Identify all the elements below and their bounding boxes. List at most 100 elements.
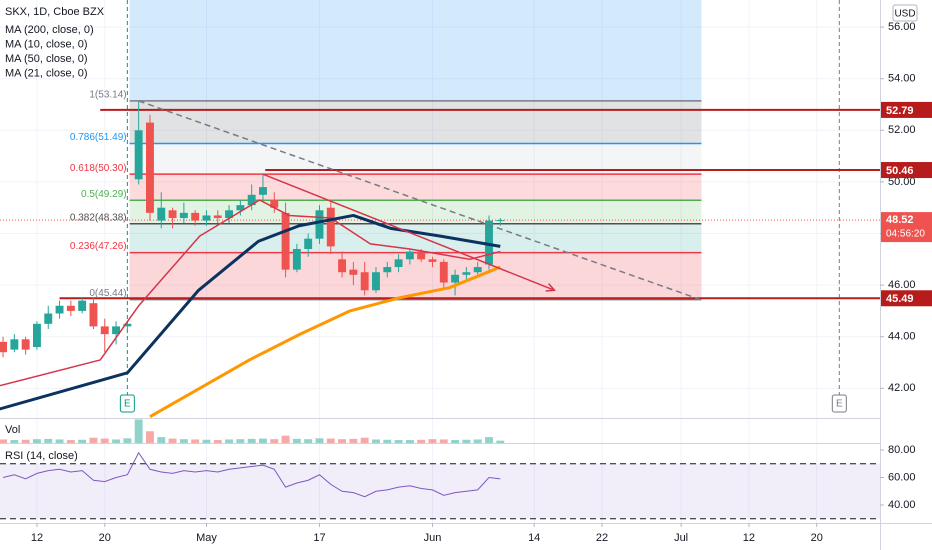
- x-tick-label: 22: [596, 532, 608, 544]
- rsi-title: RSI (14, close): [5, 450, 78, 462]
- fib-label: 1(53.14): [89, 90, 126, 101]
- price-tag-label: 50.46: [886, 165, 914, 177]
- y-tick-label: 42.00: [888, 382, 916, 394]
- rsi-line: [2, 451, 501, 498]
- y-tick-label: 52.00: [888, 124, 916, 136]
- volume-bar: [78, 439, 87, 443]
- volume-bar: [485, 437, 493, 443]
- volume-bar: [225, 439, 234, 443]
- moving-average: [0, 199, 501, 387]
- legend-entry: MA (21, close, 0): [5, 67, 88, 79]
- volume-bar: [21, 439, 30, 443]
- candle-body: [451, 274, 460, 283]
- x-tick-label: 20: [99, 532, 111, 544]
- moving-average: [149, 265, 501, 419]
- candle-body: [44, 313, 53, 324]
- candle-body: [191, 212, 200, 221]
- x-tick-label: 12: [743, 532, 755, 544]
- symbol-title: SKX, 1D, Cboe BZX: [5, 6, 105, 18]
- candle-body: [462, 272, 471, 275]
- fib-band: [129, 174, 702, 201]
- x-tick-label: 17: [313, 532, 325, 544]
- candle-body: [0, 341, 8, 353]
- rsi-tick-label: 80.00: [888, 444, 916, 456]
- fib-band: [129, 223, 702, 253]
- candle-body: [315, 210, 324, 239]
- volume-bar: [123, 438, 132, 443]
- fib-label: 0.236(47.26): [70, 241, 127, 252]
- fib-label: 0(45.44): [89, 288, 126, 299]
- date-range: [129, 0, 702, 101]
- volume-bar: [146, 431, 154, 443]
- price-tag-label: 45.49: [886, 293, 914, 305]
- candle-body: [281, 212, 290, 270]
- volume-bar: [292, 438, 301, 443]
- volume-bar: [247, 438, 256, 443]
- legend-entry: MA (50, close, 0): [5, 53, 88, 65]
- trend-line: [262, 173, 555, 290]
- y-tick-label: 46.00: [888, 279, 916, 291]
- candle-body: [473, 267, 482, 273]
- last-price-tag: [881, 212, 932, 243]
- candle-body: [78, 300, 87, 311]
- candle-body: [259, 187, 267, 195]
- candle-body: [236, 205, 245, 211]
- volume-bar: [213, 440, 222, 443]
- candle-body: [168, 210, 177, 219]
- fib-label: 0.382(48.38): [70, 212, 127, 223]
- candle-body: [304, 238, 313, 249]
- volume-bar: [428, 439, 437, 443]
- price-tag: [881, 290, 932, 307]
- x-tick-label: 20: [811, 532, 823, 544]
- candle-body: [179, 212, 188, 219]
- volume-bar: [157, 437, 166, 443]
- volume-bar: [405, 440, 414, 443]
- candle-body: [270, 199, 279, 208]
- x-tick-label: 12: [31, 532, 43, 544]
- volume-bar: [360, 437, 369, 443]
- volume-bar: [326, 438, 335, 443]
- event-marker: [119, 394, 135, 413]
- candle-body: [360, 272, 369, 291]
- volume-bar: [89, 437, 98, 443]
- rsi-tick-label: 60.00: [888, 471, 916, 483]
- volume-bar: [179, 439, 188, 443]
- volume-bar: [0, 439, 8, 443]
- candle-body: [225, 210, 234, 219]
- candle-body: [32, 323, 41, 348]
- volume-bar: [338, 439, 347, 443]
- currency-badge: [892, 4, 918, 22]
- moving-average: [0, 213, 501, 411]
- candle-body: [383, 267, 392, 273]
- volume-bar: [66, 440, 75, 443]
- candle-body: [394, 259, 403, 268]
- volume-bar: [55, 439, 64, 443]
- candle-body: [372, 272, 380, 291]
- volume-bar: [315, 438, 324, 443]
- candle-body: [100, 326, 109, 335]
- candle-body: [213, 215, 222, 219]
- volume-title: Vol: [5, 424, 20, 436]
- x-tick-label: Jun: [424, 532, 442, 544]
- candle-body: [157, 207, 166, 221]
- legend-entry: MA (10, close, 0): [5, 38, 88, 50]
- candle-body: [202, 215, 211, 221]
- countdown-label: 04:56:20: [886, 229, 925, 240]
- event-label: E: [124, 399, 131, 410]
- price-tag: [881, 162, 932, 179]
- candle-body: [338, 259, 347, 273]
- candle-body: [292, 248, 301, 270]
- volume-bar: [191, 439, 200, 443]
- fib-label: 0.618(50.30): [70, 163, 127, 174]
- overlay-layer: SKX, 1D, Cboe BZX 1(53.14) 0.786(51.49) 0.…: [5, 4, 932, 544]
- candle-body: [485, 220, 493, 265]
- volume-bar: [349, 438, 358, 443]
- volume-bar: [383, 439, 392, 443]
- volume-bar: [372, 439, 380, 443]
- fib-label: 0.5(49.29): [81, 189, 127, 200]
- candle-body: [89, 303, 98, 327]
- y-tick-label: 50.00: [888, 176, 916, 188]
- volume-bar: [32, 439, 41, 443]
